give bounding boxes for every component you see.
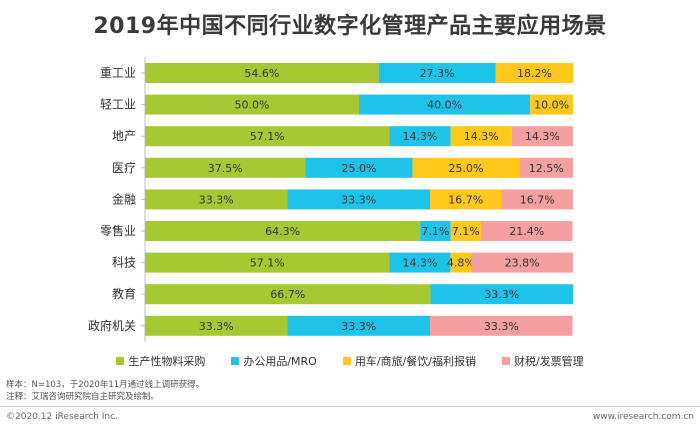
data-label: 25.0% — [449, 162, 484, 175]
chart-legend: 生产性物料采购 办公用品/MRO 用车/商旅/餐饮/福利报销 财税/发票管理 — [0, 353, 700, 369]
bar-segment — [359, 94, 531, 115]
source-note: 注释：艾瑞咨询研究院自主研究及绘制。 — [6, 392, 160, 402]
data-label: 16.7% — [520, 193, 555, 206]
bar-segment — [519, 157, 573, 178]
data-label: 54.6% — [244, 67, 279, 80]
footer-divider — [0, 406, 700, 407]
bar-segment — [511, 126, 573, 147]
legend-swatch — [116, 357, 125, 365]
data-label: 33.3% — [484, 320, 519, 333]
data-label: 33.3% — [341, 320, 376, 333]
legend-item: 办公用品/MRO — [231, 353, 317, 369]
bar-segment — [145, 284, 431, 305]
bar-segment — [145, 126, 390, 147]
bar-segment — [530, 94, 573, 115]
data-label: 57.1% — [250, 130, 285, 143]
data-label: 16.7% — [448, 193, 483, 206]
data-label: 64.3% — [265, 225, 300, 238]
legend-label: 用车/商旅/餐饮/福利报销 — [354, 355, 476, 368]
bar-segment — [495, 63, 574, 83]
data-label: 57.1% — [250, 257, 285, 270]
legend-item: 财税/发票管理 — [501, 353, 584, 369]
bar-segment — [450, 252, 472, 273]
bar-segment — [378, 63, 496, 83]
bar-segment — [287, 189, 431, 210]
data-label: 14.3% — [525, 130, 560, 143]
bar-segment — [501, 189, 573, 210]
category-label: 金融 — [112, 191, 136, 206]
data-label: 40.0% — [427, 99, 462, 112]
bar-segment — [145, 315, 288, 336]
legend-label: 生产性物料采购 — [128, 355, 206, 368]
category-label: 地产 — [112, 129, 136, 143]
legend-item: 生产性物料采购 — [116, 353, 205, 369]
data-label: 23.8% — [505, 257, 540, 270]
data-label: 33.3% — [484, 288, 519, 301]
data-label: 7.1% — [421, 225, 449, 238]
data-label: 14.3% — [464, 130, 499, 143]
legend-swatch — [342, 357, 351, 365]
legend-item: 用车/商旅/餐饮/福利报销 — [342, 353, 476, 369]
data-label: 14.3% — [403, 257, 438, 270]
data-label: 33.3% — [199, 193, 234, 206]
data-label: 27.3% — [420, 67, 455, 80]
copyright-text: ©2020.12 iResearch Inc. — [6, 412, 118, 422]
legend-label: 办公用品/MRO — [243, 355, 317, 368]
data-label: 12.5% — [529, 162, 564, 175]
category-label: 科技 — [112, 256, 136, 270]
bar-segment — [145, 221, 421, 241]
chart-notes: 样本：N=103，于2020年11月通过线上调研获得。 注释：艾瑞咨询研究院自主… — [6, 379, 204, 403]
bar-segment — [145, 63, 379, 83]
bar-segment — [145, 252, 390, 273]
data-label: 66.7% — [270, 288, 305, 301]
bar-segment — [412, 157, 520, 178]
bar-segment — [145, 189, 288, 210]
chart-title: 2019年中国不同行业数字化管理产品主要应用场景 — [93, 14, 607, 39]
bar-segment — [450, 221, 481, 241]
data-label: 14.3% — [403, 130, 438, 143]
legend-label: 财税/发票管理 — [513, 355, 584, 368]
data-label: 37.5% — [208, 162, 243, 175]
bar-segment — [430, 284, 573, 305]
data-label: 33.3% — [341, 193, 376, 206]
stacked-bar-chart: 重工业 54.6% 27.3% 18.2% 轻工业 50.0% 40.0% 10.0% 地产 57… — [88, 57, 574, 342]
legend-swatch — [231, 357, 240, 365]
data-label: 4.8% — [447, 257, 475, 270]
bar-segment — [430, 315, 573, 336]
category-label: 医疗 — [112, 161, 136, 175]
data-label: 21.4% — [509, 225, 544, 238]
category-label: 教育 — [112, 286, 136, 301]
bar-segment — [389, 252, 451, 273]
data-label: 18.2% — [517, 67, 552, 80]
data-label: 10.0% — [534, 99, 569, 112]
data-label: 25.0% — [342, 162, 377, 175]
bar-segment — [450, 126, 512, 147]
data-label: 7.1% — [452, 225, 480, 238]
bar-segment — [480, 221, 573, 241]
bar-segment — [287, 315, 431, 336]
bar-segment — [305, 157, 413, 178]
bar-segment — [430, 189, 502, 210]
category-label: 轻工业 — [100, 98, 136, 112]
bar-segment — [471, 252, 573, 273]
category-label: 政府机关 — [88, 318, 136, 333]
bar-segment — [420, 221, 451, 241]
category-label: 零售业 — [100, 223, 136, 238]
bar-segment — [389, 126, 451, 147]
bar-segment — [145, 157, 306, 178]
bar-segment — [145, 94, 359, 115]
sample-note: 样本：N=103，于2020年11月通过线上调研获得。 — [6, 380, 205, 390]
data-label: 50.0% — [235, 99, 270, 112]
data-label: 33.3% — [199, 320, 234, 333]
category-label: 重工业 — [100, 66, 136, 80]
legend-swatch — [501, 357, 510, 365]
website-text: www.iresearch.com.cn — [592, 412, 694, 422]
